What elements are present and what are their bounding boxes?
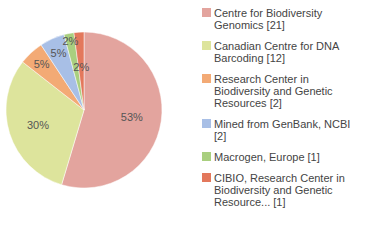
legend-swatch [202,152,211,161]
legend-line: Canadian Centre for DNA [214,40,340,52]
legend-line: Resource... [1] [214,196,286,208]
data-label: 53% [121,111,143,123]
pie-labels: 53%30%5%5%2%2% [27,35,143,131]
data-label: 5% [51,47,67,59]
legend-swatch [202,8,211,17]
legend-label: Research Center inBiodiversity and Genet… [214,73,333,109]
legend-line: Centre for Biodiversity [214,7,323,19]
legend-line: Mined from GenBank, NCBI [214,118,350,130]
data-label: 30% [27,119,49,131]
legend-line: Barcoding [12] [214,52,285,64]
data-label: 5% [34,58,50,70]
legend-label: CIBIO, Research Center inBiodiversity an… [214,172,345,208]
legend-line: Biodiversity and Genetic [214,184,333,196]
pie [6,32,162,188]
legend-line: Resources [2] [214,97,282,109]
data-label: 2% [73,61,89,73]
legend-swatch [202,74,211,83]
legend-label: Canadian Centre for DNABarcoding [12] [214,40,340,64]
legend-line: CIBIO, Research Center in [214,172,345,184]
legend-line: [2] [214,130,226,142]
legend-line: Genomics [21] [214,19,285,31]
legend: Centre for BiodiversityGenomics [21] Cana… [202,7,350,208]
chart: 53%30%5%5%2%2%Centre for BiodiversityGen… [0,0,380,240]
legend-line: Macrogen, Europe [1] [214,151,320,163]
legend-swatch [202,119,211,128]
legend-label: Mined from GenBank, NCBI[2] [214,118,350,142]
legend-swatch [202,173,211,182]
data-label: 2% [62,35,78,47]
legend-line: Research Center in [214,73,309,85]
legend-swatch [202,41,211,50]
legend-line: Biodiversity and Genetic [214,85,333,97]
legend-label: Centre for BiodiversityGenomics [21] [214,7,323,31]
legend-label: Macrogen, Europe [1] [214,151,320,163]
